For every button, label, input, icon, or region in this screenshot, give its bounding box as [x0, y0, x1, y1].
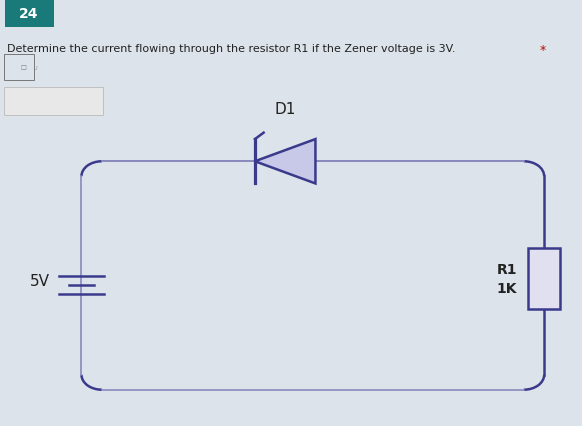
FancyBboxPatch shape: [528, 248, 560, 310]
FancyBboxPatch shape: [4, 88, 103, 116]
Polygon shape: [255, 140, 315, 184]
Text: 24: 24: [19, 7, 39, 21]
Text: *: *: [540, 44, 546, 57]
Text: □: □: [20, 66, 26, 70]
Text: D1: D1: [275, 101, 296, 116]
Text: R1: R1: [497, 263, 517, 276]
Text: Determine the current flowing through the resistor R1 if the Zener voltage is 3V: Determine the current flowing through th…: [7, 44, 456, 54]
Text: ♪: ♪: [34, 66, 38, 70]
Text: 5V: 5V: [30, 273, 49, 288]
Text: 1K: 1K: [497, 282, 517, 295]
FancyBboxPatch shape: [5, 0, 54, 28]
